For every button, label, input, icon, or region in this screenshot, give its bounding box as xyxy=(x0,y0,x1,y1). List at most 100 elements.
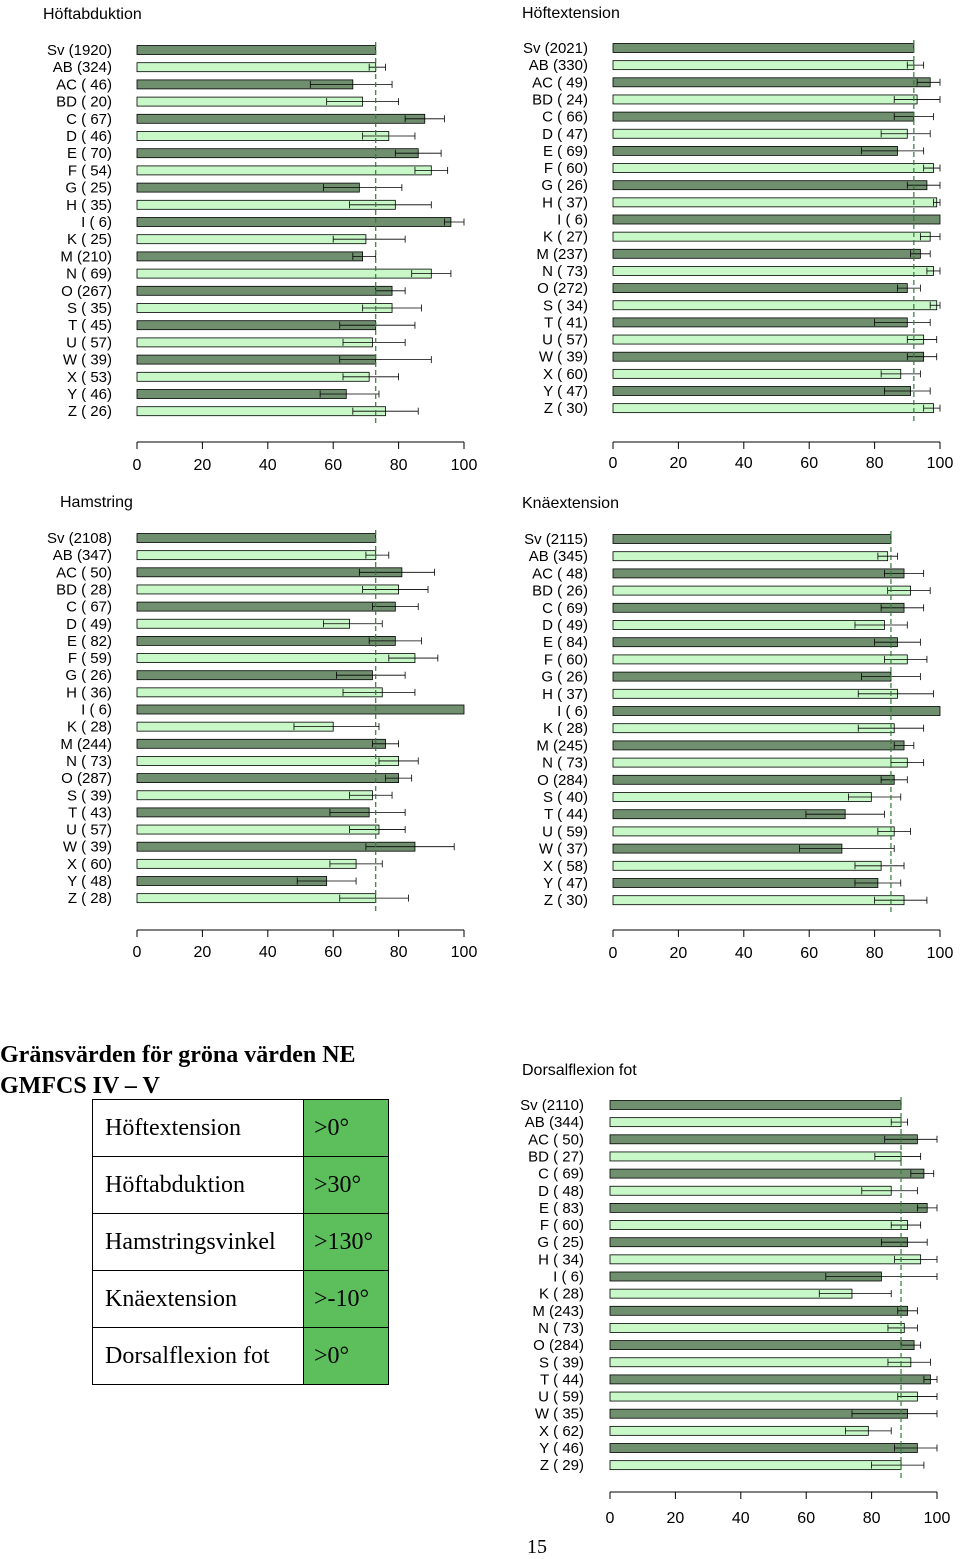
bar xyxy=(136,389,347,399)
category-label: O (267) xyxy=(61,283,112,300)
bar xyxy=(612,94,918,105)
bar xyxy=(136,773,400,783)
category-label: Y ( 48) xyxy=(67,873,112,890)
bar xyxy=(612,248,921,259)
category-label: F ( 60) xyxy=(544,160,588,177)
bar xyxy=(612,706,941,716)
bar xyxy=(612,266,934,276)
bar xyxy=(612,637,898,648)
category-label: H ( 35) xyxy=(66,197,112,214)
chart-title: Hamstring xyxy=(60,494,133,511)
bar xyxy=(136,824,380,835)
x-tick-label: 60 xyxy=(324,944,342,961)
x-tick-label: 80 xyxy=(866,455,884,472)
category-label: X ( 53) xyxy=(67,369,112,386)
category-label: D ( 47) xyxy=(542,126,588,143)
x-tick-label: 0 xyxy=(609,945,618,962)
category-label: AB (345) xyxy=(529,548,588,565)
bar xyxy=(609,1443,918,1453)
category-label: Sv (2021) xyxy=(523,40,588,57)
category-label: G ( 25) xyxy=(537,1234,584,1251)
category-label: W ( 39) xyxy=(63,352,112,369)
table-row: Knäextension >-10° xyxy=(92,1270,389,1328)
category-label: F ( 54) xyxy=(68,162,112,179)
threshold-name: Knäextension xyxy=(92,1270,304,1328)
bar xyxy=(136,234,367,245)
bar xyxy=(136,636,396,646)
bar xyxy=(136,858,357,869)
threshold-table: Höftextension >0° Höftabduktion >30° Ham… xyxy=(92,1099,389,1385)
bar xyxy=(612,368,902,379)
category-label: T ( 44) xyxy=(544,806,588,823)
chart-4: Knäextension Sv (2115)AB (345)AC ( 48)BD … xyxy=(522,495,953,962)
chart-2: Höftextension Sv (2021)AB (330)AC ( 49)BD… xyxy=(522,5,953,472)
category-label: H ( 37) xyxy=(542,686,588,703)
x-tick-label: 60 xyxy=(800,455,818,472)
chart-title: Höftextension xyxy=(522,5,620,22)
category-label: M (244) xyxy=(60,736,112,753)
category-label: X ( 62) xyxy=(539,1423,584,1440)
category-label: G ( 26) xyxy=(541,177,588,194)
bar xyxy=(136,601,396,612)
category-label: BD ( 20) xyxy=(56,94,112,111)
bar xyxy=(612,757,908,768)
category-label: F ( 60) xyxy=(544,651,588,668)
bar xyxy=(612,403,934,414)
bar xyxy=(612,620,885,630)
x-tick-label: 80 xyxy=(390,457,408,474)
category-label: Sv (2108) xyxy=(47,530,112,547)
x-tick-label: 100 xyxy=(451,457,478,474)
bar xyxy=(612,585,911,596)
category-label: Y ( 46) xyxy=(539,1440,584,1457)
category-label: S ( 40) xyxy=(543,789,588,806)
bar xyxy=(609,1100,902,1110)
threshold-heading: Gränsvärden för gröna värden NE GMFCS IV… xyxy=(0,1040,356,1102)
category-label: AC ( 48) xyxy=(532,565,588,582)
bar xyxy=(612,334,925,345)
x-tick-label: 20 xyxy=(667,1510,685,1527)
bar xyxy=(136,550,377,561)
bar xyxy=(612,197,938,208)
category-label: W ( 39) xyxy=(63,839,112,856)
bar xyxy=(136,533,377,543)
x-tick-label: 40 xyxy=(735,455,753,472)
x-tick-label: 60 xyxy=(324,457,342,474)
bar xyxy=(612,688,898,699)
bar xyxy=(612,826,895,837)
x-tick-label: 0 xyxy=(606,1510,615,1527)
category-label: I ( 6) xyxy=(81,702,112,719)
bar xyxy=(609,1357,912,1368)
category-label: I ( 6) xyxy=(557,212,588,229)
category-label: O (284) xyxy=(537,772,588,789)
x-tick-label: 60 xyxy=(797,1510,815,1527)
category-label: H ( 34) xyxy=(538,1251,584,1268)
category-label: BD ( 27) xyxy=(528,1148,584,1165)
x-tick-label: 20 xyxy=(670,455,688,472)
x-tick-label: 80 xyxy=(390,944,408,961)
chart-3: Hamstring Sv (2108)AB (347)AC ( 50)BD ( 2… xyxy=(47,494,477,961)
bar xyxy=(136,653,416,663)
category-label: C ( 66) xyxy=(542,109,588,126)
threshold-name: Höftabduktion xyxy=(92,1156,304,1214)
category-label: M (243) xyxy=(532,1303,584,1320)
bar xyxy=(609,1305,908,1316)
category-label: H ( 36) xyxy=(66,684,112,701)
category-label: E ( 83) xyxy=(539,1200,584,1217)
category-label: M (245) xyxy=(536,737,588,754)
category-label: I ( 6) xyxy=(553,1269,584,1286)
table-row: Hamstringsvinkel >130° xyxy=(92,1213,389,1271)
x-tick-label: 20 xyxy=(194,944,212,961)
bar xyxy=(609,1254,922,1265)
category-label: Y ( 47) xyxy=(543,875,588,892)
bar xyxy=(612,317,908,328)
category-label: U ( 59) xyxy=(538,1389,584,1406)
category-label: F ( 60) xyxy=(540,1217,584,1234)
bar xyxy=(612,43,915,53)
chart-title: Höftabduktion xyxy=(43,6,142,23)
threshold-name: Höftextension xyxy=(92,1099,304,1157)
category-label: S ( 39) xyxy=(67,787,112,804)
bar xyxy=(612,128,908,139)
category-label: AC ( 50) xyxy=(56,564,112,581)
heading-line-2: GMFCS IV – V xyxy=(0,1073,160,1099)
